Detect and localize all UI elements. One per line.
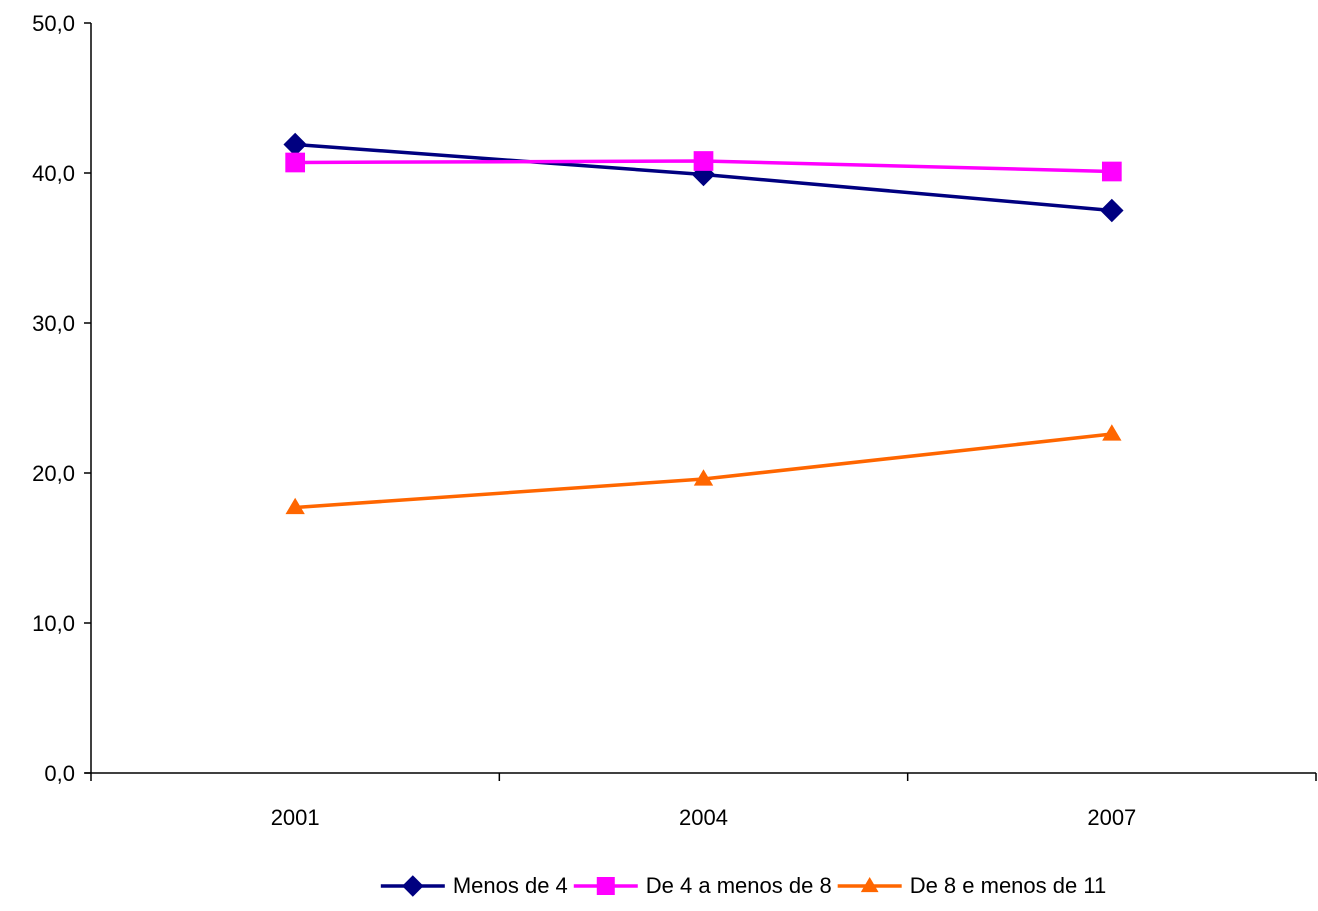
legend-marker bbox=[860, 877, 879, 893]
legend-label: Menos de 4 bbox=[453, 873, 568, 898]
y-tick-label: 10,0 bbox=[32, 611, 75, 636]
data-point bbox=[285, 152, 306, 173]
series-group bbox=[283, 132, 1124, 515]
series-3 bbox=[285, 424, 1122, 515]
legend: Menos de 4 De 4 a menos de 8 De 8 e menos … bbox=[380, 873, 1107, 898]
legend-item-1: Menos de 4 bbox=[380, 873, 568, 898]
series-1 bbox=[283, 132, 1124, 223]
data-point bbox=[1100, 198, 1124, 223]
y-tick-label: 40,0 bbox=[32, 161, 75, 186]
x-tick-label: 2001 bbox=[271, 805, 320, 830]
data-point bbox=[693, 469, 714, 486]
legend-item-3: De 8 e menos de 11 bbox=[837, 873, 1107, 898]
series-2 bbox=[285, 151, 1122, 182]
y-tick-label: 30,0 bbox=[32, 311, 75, 336]
y-tick-label: 50,0 bbox=[32, 11, 75, 36]
axes: 0,0 10,0 20,0 30,0 40,0 50,0 2001 2004 2007 bbox=[32, 11, 1317, 830]
data-point bbox=[285, 497, 305, 515]
y-tick-label: 0,0 bbox=[44, 761, 75, 786]
legend-marker bbox=[596, 877, 615, 895]
data-point bbox=[1101, 161, 1122, 182]
data-point bbox=[283, 132, 307, 157]
y-tick-label: 20,0 bbox=[32, 461, 75, 486]
x-tick-label: 2007 bbox=[1087, 805, 1136, 830]
legend-label: De 8 e menos de 11 bbox=[910, 873, 1107, 898]
x-tick-label: 2004 bbox=[679, 805, 728, 830]
data-point bbox=[693, 151, 714, 171]
data-point bbox=[1102, 424, 1122, 441]
legend-item-2: De 4 a menos de 8 bbox=[573, 873, 832, 898]
legend-marker bbox=[402, 875, 424, 897]
legend-label: De 4 a menos de 8 bbox=[646, 873, 832, 898]
